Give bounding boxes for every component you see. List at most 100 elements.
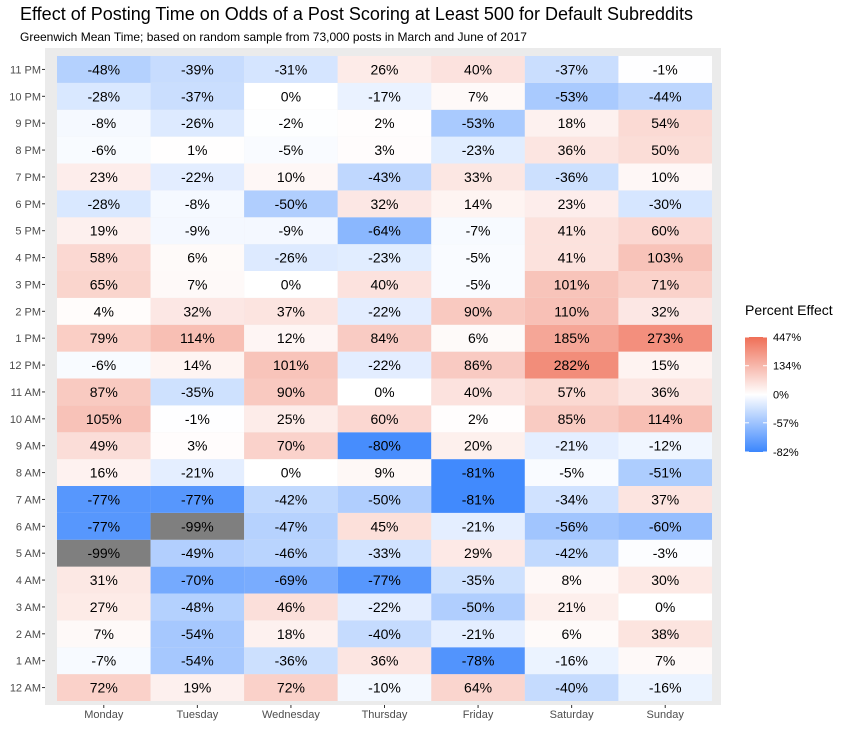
cell-value-label: -28% <box>87 196 120 212</box>
heatmap-cell <box>431 378 525 406</box>
cell-value-label: 32% <box>651 303 679 319</box>
cell-value-label: 33% <box>464 169 492 185</box>
heatmap-cell <box>618 217 712 245</box>
cell-value-label: -49% <box>181 545 214 561</box>
heatmap-cell <box>337 432 432 460</box>
heatmap-cell <box>337 109 432 137</box>
cell-value-label: -99% <box>181 518 214 534</box>
cell-value-label: 21% <box>558 599 586 615</box>
heatmap-cell <box>244 539 338 567</box>
cell-value-label: -5% <box>466 276 491 292</box>
cell-value-label: 84% <box>370 330 398 346</box>
heatmap-cell <box>244 56 338 83</box>
heatmap-cell <box>244 674 338 701</box>
heatmap-cell <box>244 566 338 594</box>
cell-value-label: 54% <box>651 115 679 131</box>
cell-value-label: -46% <box>275 545 308 561</box>
cell-value-label: 0% <box>374 384 394 400</box>
heatmap-cell <box>150 82 245 110</box>
heatmap-cell <box>337 136 432 164</box>
heatmap-cell <box>431 405 525 433</box>
cell-value-label: 49% <box>90 438 118 454</box>
x-tick-label: Tuesday <box>176 709 218 721</box>
heatmap-cell <box>337 539 432 567</box>
y-tick-label: 2 PM <box>15 306 41 318</box>
heatmap-cell <box>57 405 151 433</box>
cell-value-label: 103% <box>647 250 683 266</box>
y-tick-label: 1 PM <box>15 333 41 345</box>
heatmap-cell <box>244 109 338 137</box>
heatmap-cell <box>57 378 151 406</box>
y-tick-label: 12 AM <box>10 683 41 695</box>
heatmap-cell <box>57 512 151 540</box>
cell-value-label: -77% <box>87 518 120 534</box>
cell-value-label: 32% <box>370 196 398 212</box>
heatmap-cell <box>57 674 151 701</box>
x-tick-label: Wednesday <box>262 709 320 721</box>
heatmap-cell <box>57 593 151 621</box>
heatmap-cell <box>57 432 151 460</box>
cell-value-label: 185% <box>554 330 590 346</box>
heatmap-cell <box>524 271 619 298</box>
heatmap-cell <box>244 324 338 352</box>
heatmap-cell <box>57 163 151 191</box>
heatmap-cell <box>150 459 245 486</box>
heatmap-cell <box>618 324 712 352</box>
heatmap-cell <box>524 647 619 675</box>
heatmap-cell <box>524 109 619 137</box>
cell-value-label: 9% <box>374 465 394 481</box>
cell-value-label: 14% <box>183 357 211 373</box>
cell-value-label: 15% <box>651 357 679 373</box>
heatmap-cell <box>337 512 432 540</box>
cell-value-label: 87% <box>90 384 118 400</box>
legend-label: -82% <box>773 447 799 459</box>
cell-value-label: -81% <box>462 465 495 481</box>
cell-value-label: -77% <box>87 491 120 507</box>
cell-value-label: -36% <box>275 653 308 669</box>
cell-value-label: 37% <box>277 303 305 319</box>
heatmap-cell <box>150 109 245 137</box>
heatmap-cell <box>244 486 338 513</box>
cell-value-label: 32% <box>183 303 211 319</box>
cell-value-label: 37% <box>651 491 679 507</box>
y-tick-label: 9 AM <box>16 441 41 453</box>
heatmap-cell <box>431 109 525 137</box>
heatmap-cell <box>524 593 619 621</box>
cell-value-label: -40% <box>555 680 588 696</box>
heatmap-cell <box>524 297 619 325</box>
heatmap-cell <box>150 244 245 271</box>
cell-value-label: -54% <box>181 626 214 642</box>
heatmap-cell <box>524 459 619 486</box>
y-tick-label: 3 PM <box>15 279 41 291</box>
cell-value-label: -50% <box>275 196 308 212</box>
heatmap-cell <box>337 56 432 83</box>
cell-value-label: -22% <box>368 357 401 373</box>
cell-value-label: -50% <box>462 599 495 615</box>
heatmap-cell <box>618 190 712 218</box>
heatmap-cell <box>431 271 525 298</box>
cell-value-label: 40% <box>370 276 398 292</box>
heatmap-cell <box>524 136 619 164</box>
cell-value-label: 3% <box>374 142 394 158</box>
chart-title: Effect of Posting Time on Odds of a Post… <box>20 4 694 24</box>
cell-value-label: 114% <box>648 411 683 427</box>
heatmap-cell <box>244 512 338 540</box>
cell-value-label: -53% <box>462 115 495 131</box>
heatmap-cell <box>524 620 619 648</box>
heatmap-cell <box>524 56 619 83</box>
cell-value-label: -53% <box>555 88 588 104</box>
heatmap-cell <box>524 566 619 594</box>
cell-value-label: 36% <box>558 142 586 158</box>
heatmap-cell <box>618 512 712 540</box>
cell-value-label: -16% <box>649 680 682 696</box>
heatmap-cell <box>431 217 525 245</box>
heatmap-cell <box>524 405 619 433</box>
cell-value-label: -26% <box>275 250 308 266</box>
heatmap-cell <box>337 297 432 325</box>
y-tick-label: 4 PM <box>15 253 41 265</box>
cell-value-label: 0% <box>281 276 301 292</box>
cell-value-label: 2% <box>468 411 488 427</box>
cell-value-label: 0% <box>281 465 301 481</box>
heatmap-cell <box>431 593 525 621</box>
